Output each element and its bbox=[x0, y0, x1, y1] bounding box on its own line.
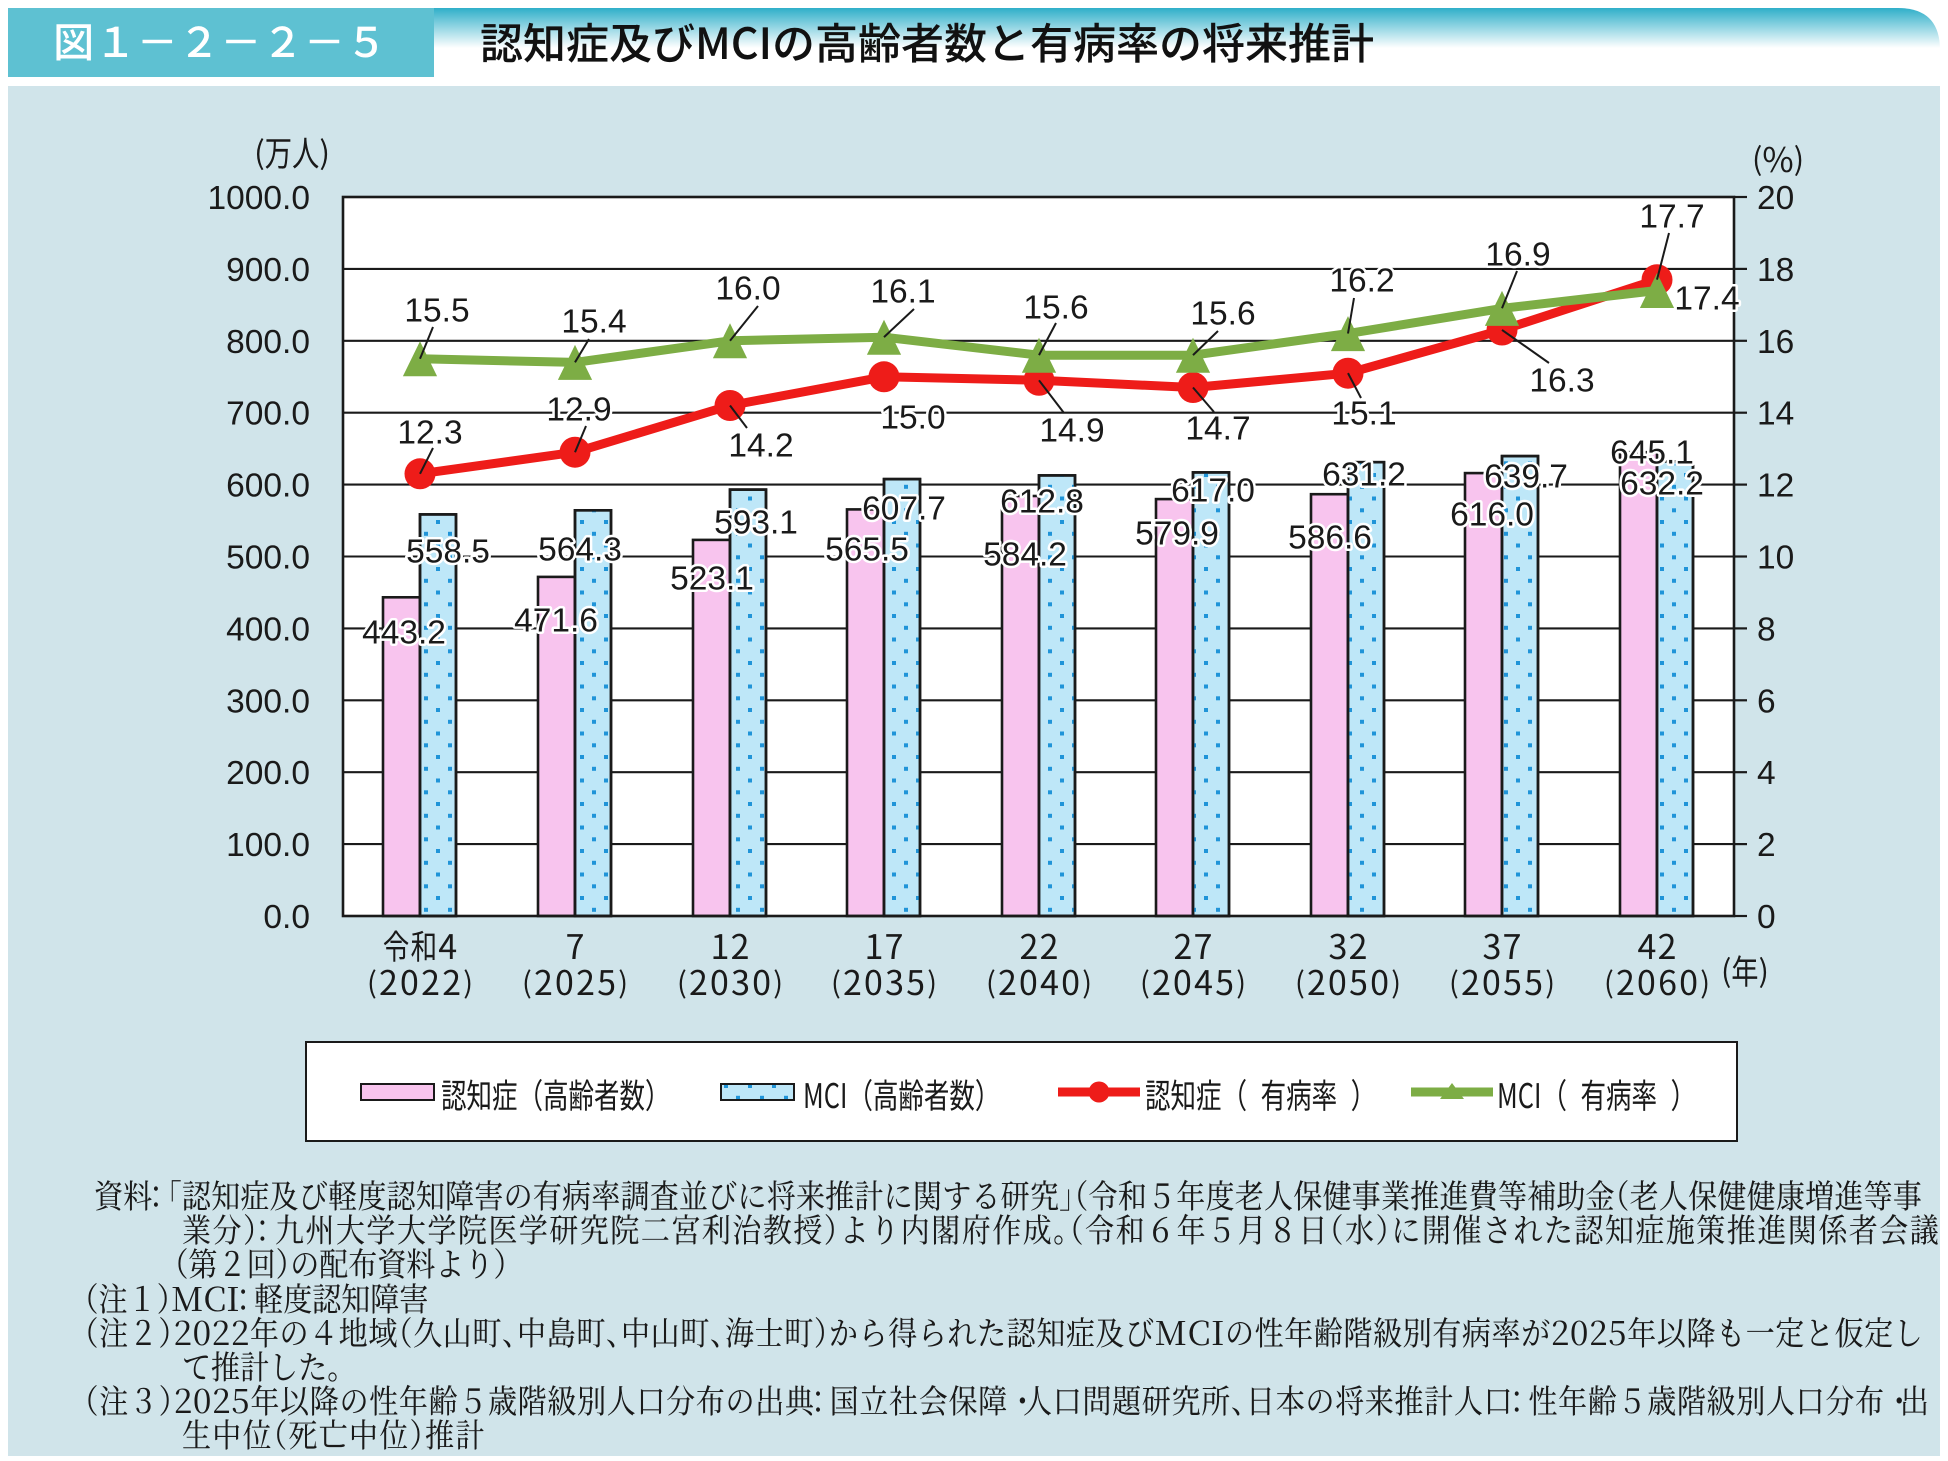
svg-text:12.3: 12.3 bbox=[397, 415, 462, 452]
svg-text:17.4: 17.4 bbox=[1674, 281, 1739, 318]
svg-text:2: 2 bbox=[1757, 827, 1776, 864]
svg-text:8: 8 bbox=[1757, 611, 1776, 648]
svg-text:616.0: 616.0 bbox=[1450, 497, 1534, 534]
svg-text:632.2: 632.2 bbox=[1620, 466, 1704, 503]
svg-text:15.5: 15.5 bbox=[404, 293, 469, 330]
svg-text:4: 4 bbox=[1757, 755, 1776, 792]
svg-text:586.6: 586.6 bbox=[1288, 520, 1372, 557]
svg-text:800.0: 800.0 bbox=[226, 324, 310, 361]
svg-text:443.2: 443.2 bbox=[362, 615, 446, 652]
svg-text:500.0: 500.0 bbox=[226, 540, 310, 577]
svg-text:16.2: 16.2 bbox=[1329, 263, 1394, 300]
svg-text:564.3: 564.3 bbox=[538, 532, 622, 569]
svg-text:14.7: 14.7 bbox=[1185, 411, 1250, 448]
svg-text:612.8: 612.8 bbox=[1000, 484, 1084, 521]
svg-text:0.0: 0.0 bbox=[263, 899, 310, 936]
svg-text:20: 20 bbox=[1757, 180, 1794, 217]
svg-text:15.1: 15.1 bbox=[1331, 396, 1396, 433]
svg-text:584.2: 584.2 bbox=[983, 537, 1067, 574]
svg-text:15.4: 15.4 bbox=[561, 304, 626, 341]
svg-text:593.1: 593.1 bbox=[714, 505, 798, 542]
svg-text:579.9: 579.9 bbox=[1135, 516, 1219, 553]
svg-text:15.6: 15.6 bbox=[1023, 290, 1088, 327]
svg-text:16.9: 16.9 bbox=[1485, 237, 1550, 274]
svg-text:631.2: 631.2 bbox=[1322, 457, 1406, 494]
svg-text:700.0: 700.0 bbox=[226, 396, 310, 433]
svg-text:558.5: 558.5 bbox=[406, 534, 490, 571]
svg-text:17.7: 17.7 bbox=[1639, 199, 1704, 236]
svg-text:18: 18 bbox=[1757, 252, 1794, 289]
svg-text:16.0: 16.0 bbox=[715, 271, 780, 308]
svg-text:12: 12 bbox=[1757, 468, 1794, 505]
svg-text:617.0: 617.0 bbox=[1171, 473, 1255, 510]
svg-text:1000.0: 1000.0 bbox=[208, 180, 310, 217]
svg-text:14: 14 bbox=[1757, 396, 1794, 433]
svg-text:15.0: 15.0 bbox=[880, 400, 945, 437]
svg-text:523.1: 523.1 bbox=[670, 561, 754, 598]
svg-text:607.7: 607.7 bbox=[862, 491, 946, 528]
svg-text:400.0: 400.0 bbox=[226, 611, 310, 648]
svg-text:16.1: 16.1 bbox=[870, 274, 935, 311]
svg-text:200.0: 200.0 bbox=[226, 755, 310, 792]
svg-text:14.2: 14.2 bbox=[728, 428, 793, 465]
svg-text:565.5: 565.5 bbox=[825, 532, 909, 569]
svg-text:639.7: 639.7 bbox=[1484, 459, 1568, 496]
svg-text:900.0: 900.0 bbox=[226, 252, 310, 289]
svg-text:100.0: 100.0 bbox=[226, 827, 310, 864]
svg-text:10: 10 bbox=[1757, 540, 1794, 577]
svg-text:16.3: 16.3 bbox=[1529, 363, 1594, 400]
svg-text:471.6: 471.6 bbox=[514, 603, 598, 640]
svg-text:645.1: 645.1 bbox=[1610, 435, 1694, 472]
svg-text:14.9: 14.9 bbox=[1039, 413, 1104, 450]
svg-text:300.0: 300.0 bbox=[226, 683, 310, 720]
svg-text:12.9: 12.9 bbox=[546, 392, 611, 429]
svg-text:6: 6 bbox=[1757, 683, 1776, 720]
svg-text:600.0: 600.0 bbox=[226, 468, 310, 505]
svg-text:16: 16 bbox=[1757, 324, 1794, 361]
svg-text:15.6: 15.6 bbox=[1190, 296, 1255, 333]
svg-text:0: 0 bbox=[1757, 899, 1776, 936]
